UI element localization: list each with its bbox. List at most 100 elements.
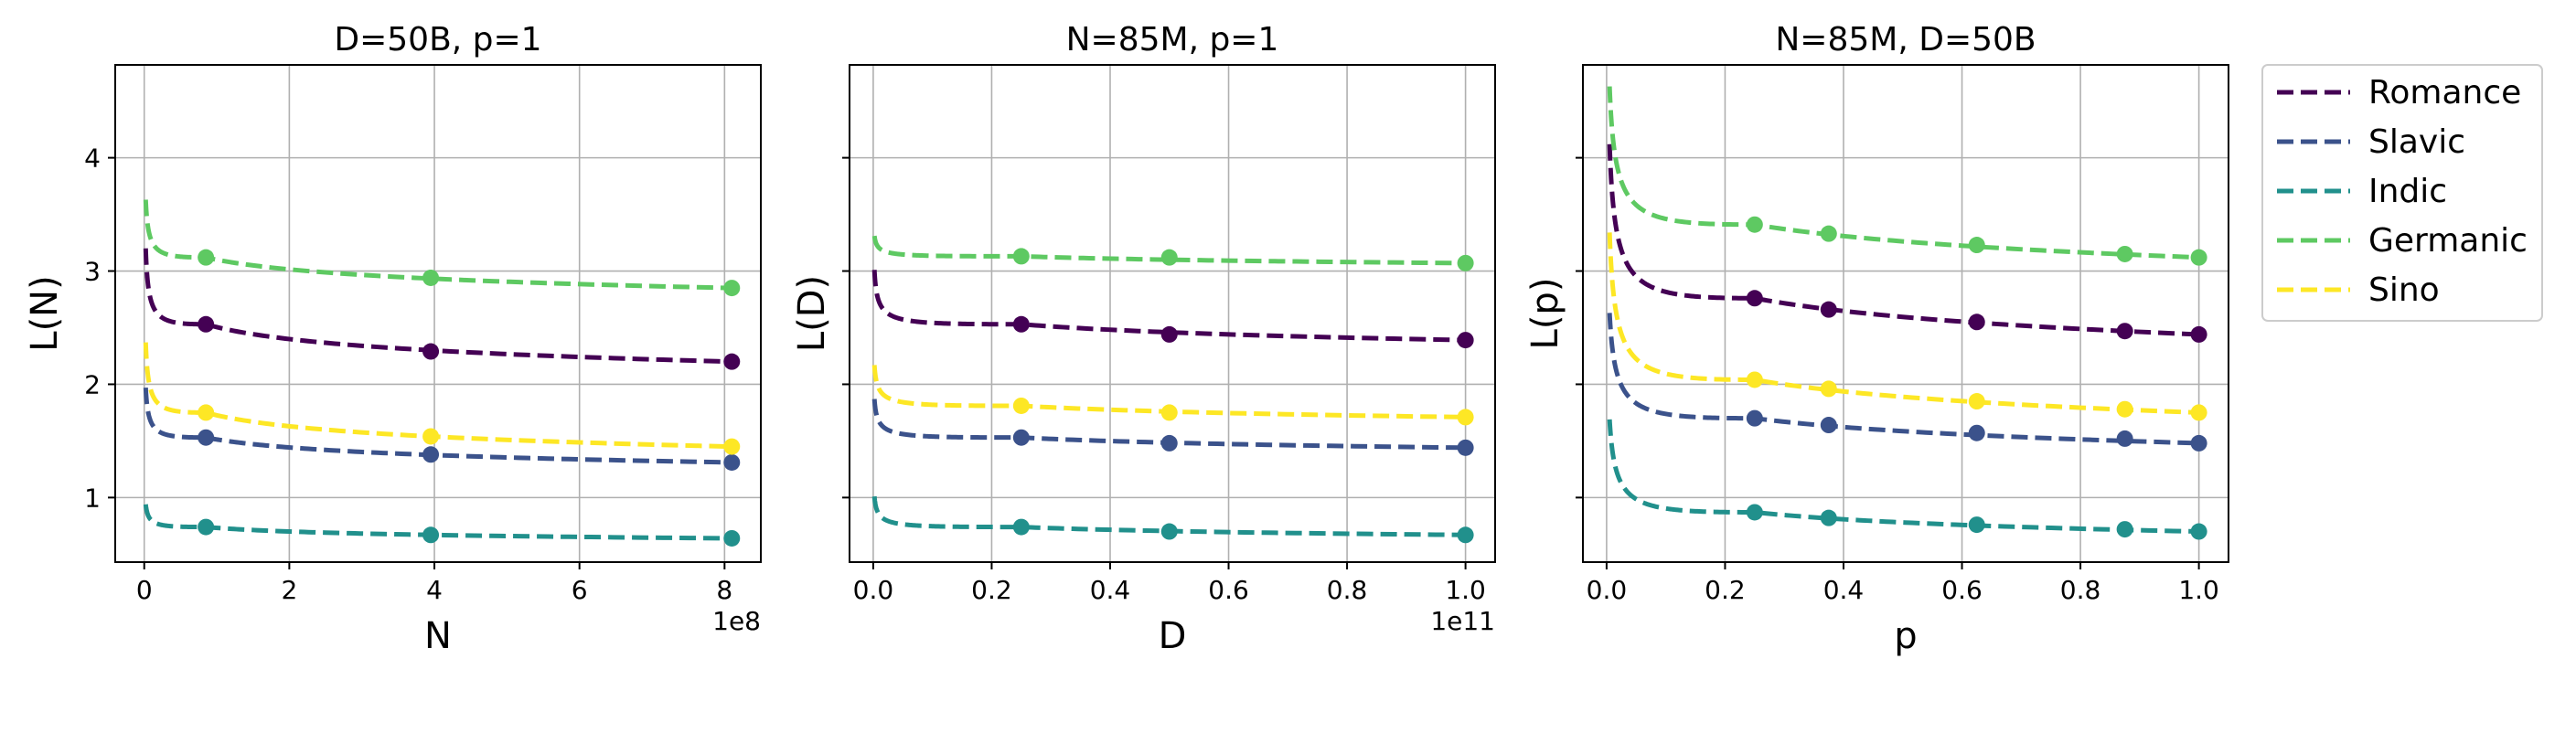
series-line-romance [1607, 143, 2199, 337]
x-tick-label: 0.6 [1941, 575, 1983, 605]
data-point-indic [198, 518, 215, 536]
series-curves [143, 199, 732, 541]
data-point-sino [1160, 404, 1178, 421]
data-point-sino [1968, 393, 1985, 410]
data-point-slavic [198, 429, 215, 446]
data-point-sino [1746, 371, 1763, 388]
data-point-slavic [1457, 439, 1474, 456]
x-tick-label: 0.8 [2060, 575, 2101, 605]
data-point-romance [1820, 301, 1837, 318]
data-point-romance [198, 315, 215, 333]
legend-box [2261, 64, 2543, 322]
data-point-romance [1160, 325, 1178, 343]
data-point-indic [1820, 509, 1837, 526]
legend-item-slavic: Slavic [2277, 123, 2465, 161]
x-tick-label: 1.0 [1445, 575, 1486, 605]
data-point-germanic [1457, 254, 1474, 271]
data-point-indic [1012, 518, 1030, 536]
x-axis-label: D [1159, 615, 1187, 657]
series-markers [1012, 248, 1474, 544]
panel-3: 0.0 0.2 0.4 0.6 0.8 1.0 N=85M, D=50B p L(p) [1524, 21, 2229, 657]
series-line-germanic [871, 235, 1466, 266]
data-point-indic [723, 529, 741, 547]
data-point-indic [422, 526, 440, 544]
legend-item-germanic: Germanic [2277, 222, 2528, 260]
x-tick-label: 1.0 [2178, 575, 2219, 605]
panel-title: D=50B, p=1 [334, 21, 541, 58]
data-point-indic [1160, 523, 1178, 540]
x-tick-label: 2 [281, 575, 297, 605]
x-axis-label: p [1894, 615, 1917, 657]
x-tick-label: 0 [136, 575, 153, 605]
data-point-slavic [422, 446, 440, 463]
data-point-slavic [1160, 434, 1178, 452]
series-line-slavic [143, 388, 732, 465]
series-line-germanic [143, 199, 732, 291]
data-point-germanic [198, 249, 215, 266]
x-tick-label: 0.2 [1705, 575, 1746, 605]
data-point-indic [1746, 504, 1763, 521]
y-tick-label: 4 [84, 143, 101, 174]
data-point-sino [198, 404, 215, 421]
x-offset-label: 1e11 [1430, 606, 1495, 636]
series-line-indic [143, 504, 732, 541]
x-tick-label: 0.4 [1090, 575, 1131, 605]
series-curves [1607, 86, 2199, 535]
series-line-indic [871, 495, 1466, 537]
series-line-sino [871, 365, 1466, 420]
series-line-germanic [1607, 86, 2199, 260]
data-point-germanic [1012, 248, 1030, 265]
data-point-indic [2116, 521, 2133, 538]
data-point-romance [2116, 323, 2133, 340]
panel-title: N=85M, D=50B [1775, 21, 2036, 58]
x-tick-label: 0.0 [853, 575, 894, 605]
data-point-romance [1746, 290, 1763, 307]
axes-frame [114, 64, 762, 563]
data-point-slavic [1012, 429, 1030, 446]
data-point-germanic [422, 269, 440, 286]
data-point-romance [1012, 315, 1030, 333]
legend: Romance Slavic Indic Germanic Sino [2261, 64, 2543, 322]
data-point-slavic [1968, 424, 1985, 441]
data-point-germanic [2116, 245, 2133, 262]
data-point-romance [1457, 332, 1474, 349]
data-point-romance [723, 353, 741, 370]
x-tick-label: 8 [716, 575, 732, 605]
y-tick-label: 1 [84, 483, 101, 513]
legend-label: Slavic [2368, 123, 2465, 161]
legend-label: Germanic [2368, 222, 2528, 260]
series-line-sino [143, 342, 732, 450]
data-point-indic [2190, 523, 2207, 540]
data-point-germanic [2190, 249, 2207, 266]
data-point-romance [1968, 314, 1985, 331]
data-point-germanic [723, 280, 741, 297]
legend-label: Sino [2368, 271, 2440, 309]
legend-item-sino: Sino [2277, 271, 2440, 309]
legend-label: Romance [2368, 74, 2521, 112]
data-point-sino [1820, 380, 1837, 398]
x-tick-label: 4 [426, 575, 443, 605]
x-tick-label: 0.0 [1587, 575, 1628, 605]
data-point-slavic [1746, 409, 1763, 427]
data-point-romance [2190, 325, 2207, 343]
axes-frame [1582, 64, 2229, 563]
series-curves [871, 235, 1466, 537]
series-markers [1746, 216, 2207, 540]
series-line-slavic [871, 399, 1466, 451]
x-tick-label: 0.4 [1823, 575, 1865, 605]
data-point-germanic [1746, 216, 1763, 233]
data-point-germanic [1968, 237, 1985, 254]
data-point-slavic [2116, 430, 2133, 447]
y-axis-label: L(D) [791, 275, 833, 352]
legend-item-indic: Indic [2277, 173, 2447, 210]
x-tick-label: 6 [572, 575, 588, 605]
legend-item-romance: Romance [2277, 74, 2521, 112]
series-line-romance [871, 270, 1466, 343]
x-tick-label: 0.2 [971, 575, 1012, 605]
y-axis-label: L(N) [24, 275, 66, 351]
panel-title: N=85M, p=1 [1066, 21, 1279, 58]
data-point-sino [422, 428, 440, 445]
x-axis-label: N [424, 615, 452, 657]
x-tick-label: 0.6 [1208, 575, 1249, 605]
